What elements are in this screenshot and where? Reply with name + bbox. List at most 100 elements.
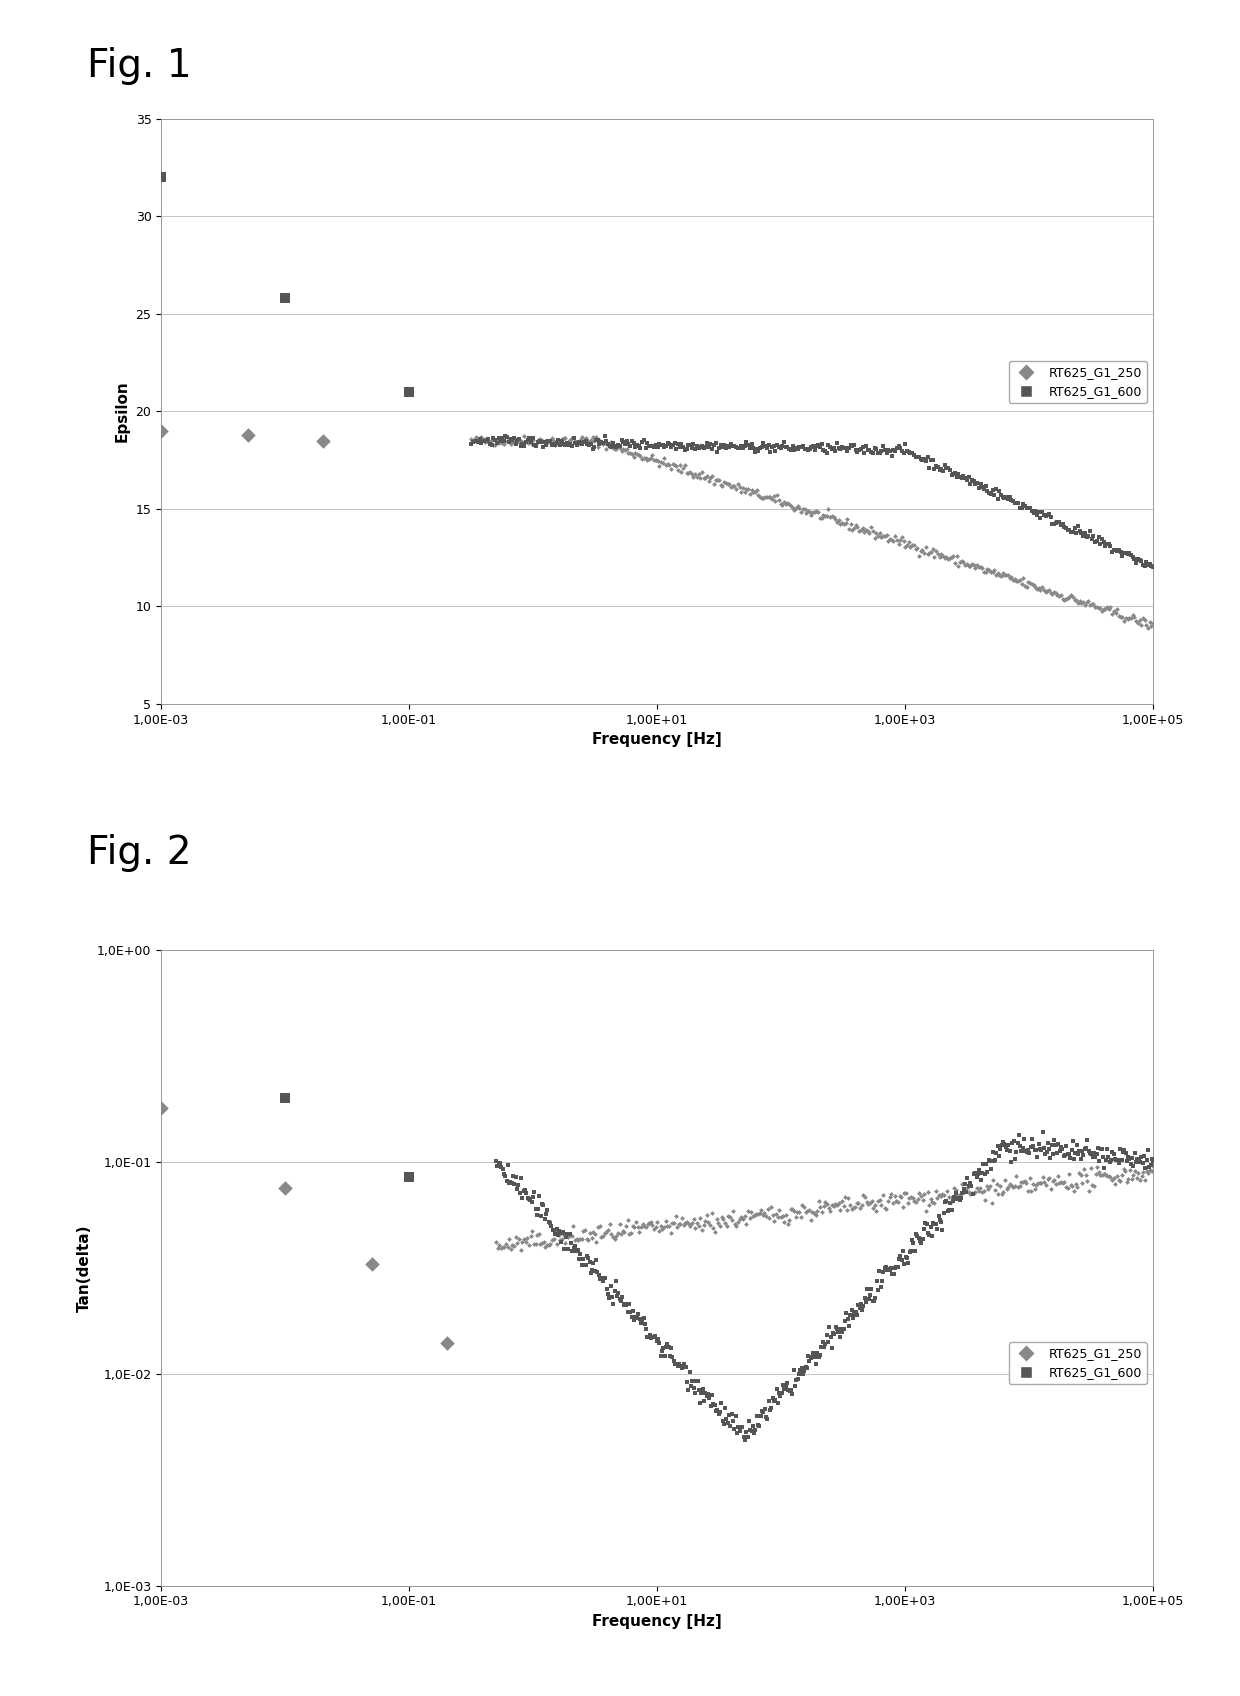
Text: Fig. 2: Fig. 2	[87, 834, 191, 872]
Point	[728, 470, 748, 497]
Point	[688, 1213, 708, 1240]
Point	[869, 439, 889, 466]
Point	[1002, 1172, 1022, 1199]
Point	[952, 548, 972, 575]
Point	[994, 1130, 1014, 1157]
Point	[551, 1226, 570, 1253]
Point	[973, 1150, 993, 1177]
Point	[919, 1192, 939, 1219]
Point	[987, 1140, 1007, 1167]
Point	[805, 438, 825, 465]
Point	[563, 1236, 583, 1264]
Point	[745, 438, 765, 465]
Point	[932, 1216, 952, 1243]
Point	[637, 429, 657, 456]
Point	[606, 1223, 626, 1250]
Point	[1038, 1165, 1058, 1192]
Point	[619, 1291, 639, 1318]
Point	[578, 1226, 598, 1253]
Point	[795, 1357, 815, 1384]
Point	[877, 439, 897, 466]
Point	[971, 553, 991, 580]
Point	[719, 471, 739, 499]
Point	[564, 424, 584, 451]
Point	[1076, 1162, 1096, 1189]
Point	[1142, 612, 1162, 639]
Point	[1023, 1170, 1043, 1197]
Point	[595, 1265, 615, 1292]
Point	[1092, 1162, 1112, 1189]
Point	[1084, 1172, 1104, 1199]
Point	[792, 495, 812, 522]
Point	[774, 429, 794, 456]
Point	[966, 1179, 986, 1206]
Point	[765, 438, 785, 465]
Point	[655, 434, 675, 461]
Point	[1008, 490, 1028, 517]
Point	[836, 510, 856, 538]
Point	[883, 527, 903, 555]
Point	[565, 427, 585, 455]
Point	[776, 1374, 796, 1401]
Point	[625, 432, 645, 460]
Point	[692, 432, 712, 460]
Point	[653, 1335, 673, 1362]
Point	[951, 1182, 971, 1209]
Point	[562, 424, 582, 451]
Point	[596, 1218, 616, 1245]
Point	[507, 426, 527, 453]
Point	[946, 1177, 966, 1204]
Point	[480, 431, 500, 458]
Point	[883, 1260, 903, 1287]
Point	[1135, 1143, 1154, 1170]
Point	[622, 427, 642, 455]
Point	[936, 1187, 956, 1214]
Point	[875, 1253, 895, 1280]
Point	[859, 1286, 879, 1313]
Point	[937, 1177, 957, 1204]
Point	[1056, 1174, 1076, 1201]
Point	[1027, 1172, 1047, 1199]
Point	[904, 441, 924, 468]
Point	[858, 1191, 878, 1218]
Point	[923, 446, 942, 473]
Point	[1071, 1162, 1091, 1189]
Point	[1118, 1143, 1138, 1170]
Point	[1047, 1170, 1066, 1197]
Point	[740, 434, 760, 461]
Point	[999, 1170, 1019, 1197]
Point	[534, 427, 554, 455]
Point	[1048, 1163, 1068, 1191]
Point	[704, 470, 724, 497]
Point	[683, 1374, 703, 1401]
Point	[1131, 548, 1151, 575]
Point	[539, 1231, 559, 1258]
Point	[646, 1323, 666, 1350]
Point	[681, 1372, 701, 1399]
Point	[675, 1352, 694, 1379]
Point	[686, 460, 706, 487]
Point	[729, 473, 749, 500]
Point	[595, 1219, 615, 1247]
Point	[873, 1182, 893, 1209]
Point	[680, 1358, 699, 1386]
Point	[895, 1243, 915, 1270]
Point	[1012, 1169, 1032, 1196]
Point	[982, 1191, 1002, 1218]
Point	[810, 1342, 830, 1369]
Point	[1021, 495, 1040, 522]
Point	[562, 432, 582, 460]
Point	[760, 1204, 780, 1231]
Point	[579, 431, 599, 458]
Point	[312, 427, 332, 455]
Point	[680, 431, 699, 458]
Point	[877, 1257, 897, 1284]
Point	[557, 429, 577, 456]
Point	[1070, 1138, 1090, 1165]
Point	[897, 1245, 916, 1272]
Point	[863, 1194, 883, 1221]
Point	[754, 1398, 774, 1425]
Point	[672, 1204, 692, 1231]
Point	[696, 1208, 715, 1235]
Point	[537, 1196, 557, 1223]
